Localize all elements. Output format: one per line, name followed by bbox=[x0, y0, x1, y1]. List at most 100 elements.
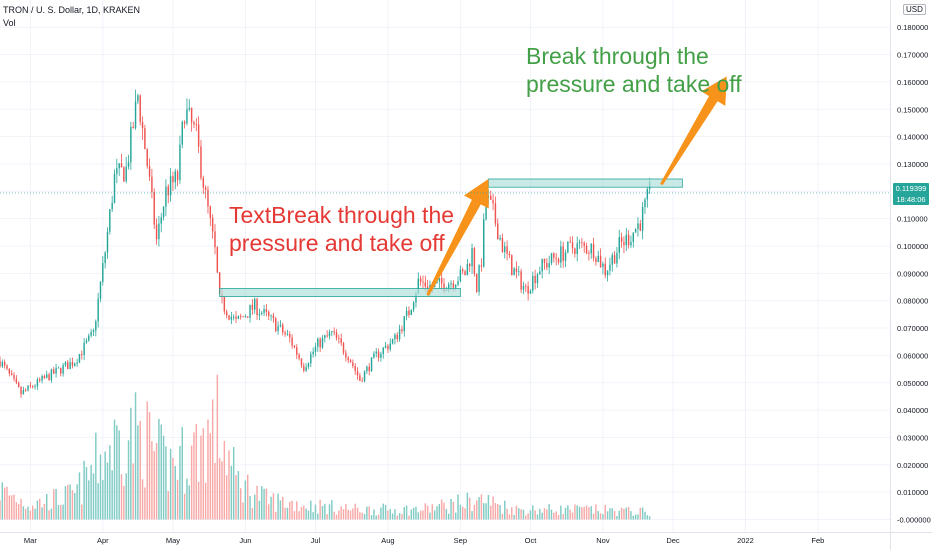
candle-body[interactable] bbox=[165, 186, 167, 207]
candle-body[interactable] bbox=[377, 351, 380, 358]
candle-body[interactable] bbox=[340, 338, 342, 344]
candle-body[interactable] bbox=[176, 171, 179, 181]
candle-body[interactable] bbox=[394, 334, 396, 340]
candle-body[interactable] bbox=[232, 316, 235, 318]
candle-body[interactable] bbox=[71, 362, 74, 366]
candle-body[interactable] bbox=[29, 385, 32, 387]
candle-body[interactable] bbox=[632, 232, 635, 242]
candle-body[interactable] bbox=[204, 187, 207, 190]
candle-body[interactable] bbox=[630, 241, 632, 246]
candle-body[interactable] bbox=[391, 339, 394, 344]
candle-body[interactable] bbox=[581, 242, 583, 243]
candle-body[interactable] bbox=[380, 353, 382, 358]
candle-body[interactable] bbox=[424, 282, 427, 287]
candle-body[interactable] bbox=[328, 332, 331, 337]
candle-body[interactable] bbox=[613, 255, 616, 264]
candle-body[interactable] bbox=[499, 237, 501, 240]
time-axis[interactable]: Mar Apr May Jun Jul Aug Sep Oct Nov Dec 2022 Feb bbox=[24, 536, 824, 545]
price-axis[interactable]: 0.180000 0.170000 0.160000 0.150000 0.140000… bbox=[897, 23, 931, 524]
candle-body[interactable] bbox=[305, 367, 307, 371]
candle-body[interactable] bbox=[104, 252, 106, 264]
candle-body[interactable] bbox=[326, 335, 328, 337]
candle-body[interactable] bbox=[527, 286, 529, 294]
candle-body[interactable] bbox=[195, 124, 198, 126]
candle-body[interactable] bbox=[109, 209, 111, 232]
candle-body[interactable] bbox=[464, 271, 466, 276]
candle-body[interactable] bbox=[454, 284, 457, 288]
candle-body[interactable] bbox=[560, 246, 562, 263]
candle-body[interactable] bbox=[298, 354, 300, 359]
candle-body[interactable] bbox=[620, 237, 623, 243]
breakout-arrows[interactable] bbox=[426, 76, 727, 296]
candle-body[interactable] bbox=[137, 95, 139, 102]
candle-body[interactable] bbox=[46, 374, 48, 378]
candle-body[interactable] bbox=[440, 277, 443, 284]
resistance-zone[interactable] bbox=[488, 178, 683, 188]
candle-body[interactable] bbox=[6, 365, 8, 369]
candle-body[interactable] bbox=[99, 281, 102, 299]
candle-body[interactable] bbox=[228, 315, 230, 320]
candle-body[interactable] bbox=[342, 343, 345, 353]
candle-body[interactable] bbox=[571, 242, 574, 249]
candle-body[interactable] bbox=[543, 258, 546, 263]
candle-body[interactable] bbox=[457, 281, 459, 285]
candle-body[interactable] bbox=[139, 95, 141, 123]
candle-body[interactable] bbox=[265, 309, 268, 312]
candle-body[interactable] bbox=[113, 173, 116, 203]
candle-body[interactable] bbox=[0, 360, 1, 367]
candle-body[interactable] bbox=[127, 162, 130, 167]
candle-body[interactable] bbox=[443, 283, 445, 291]
candle-body[interactable] bbox=[363, 371, 366, 382]
candle-body[interactable] bbox=[172, 176, 174, 183]
candle-body[interactable] bbox=[277, 326, 279, 332]
candle-body[interactable] bbox=[468, 263, 471, 267]
candle-body[interactable] bbox=[235, 316, 237, 319]
breakout-arrow[interactable] bbox=[660, 76, 727, 186]
candle-body[interactable] bbox=[417, 278, 420, 294]
candle-body[interactable] bbox=[618, 237, 620, 253]
candle-body[interactable] bbox=[347, 357, 349, 361]
candle-body[interactable] bbox=[20, 386, 22, 395]
candle-body[interactable] bbox=[69, 362, 71, 370]
candle-body[interactable] bbox=[148, 166, 151, 177]
candle-body[interactable] bbox=[387, 345, 389, 350]
candle-body[interactable] bbox=[282, 324, 284, 333]
candle-body[interactable] bbox=[408, 310, 410, 315]
resistance-zone[interactable] bbox=[219, 287, 461, 297]
candle-body[interactable] bbox=[106, 231, 109, 253]
candle-body[interactable] bbox=[646, 189, 649, 200]
candle-body[interactable] bbox=[324, 335, 326, 339]
candle-body[interactable] bbox=[188, 107, 191, 110]
candle-body[interactable] bbox=[641, 207, 644, 231]
candle-body[interactable] bbox=[485, 197, 487, 220]
candle-body[interactable] bbox=[349, 360, 352, 363]
candle-body[interactable] bbox=[307, 363, 310, 368]
candle-body[interactable] bbox=[216, 247, 219, 273]
candle-body[interactable] bbox=[389, 343, 391, 350]
candle-body[interactable] bbox=[17, 382, 20, 387]
candle-body[interactable] bbox=[116, 168, 118, 174]
candle-body[interactable] bbox=[211, 217, 214, 232]
candle-body[interactable] bbox=[494, 203, 497, 224]
candle-body[interactable] bbox=[22, 390, 25, 395]
candle-body[interactable] bbox=[286, 334, 289, 335]
candle-body[interactable] bbox=[97, 298, 99, 322]
candle-body[interactable] bbox=[382, 347, 384, 354]
candle-body[interactable] bbox=[345, 352, 347, 358]
candle-body[interactable] bbox=[244, 316, 247, 318]
candle-body[interactable] bbox=[181, 121, 184, 145]
candle-body[interactable] bbox=[452, 283, 455, 288]
candle-body[interactable] bbox=[36, 379, 39, 387]
candle-body[interactable] bbox=[102, 263, 104, 282]
candle-body[interactable] bbox=[293, 345, 296, 348]
candle-body[interactable] bbox=[401, 329, 403, 332]
candle-body[interactable] bbox=[303, 365, 305, 371]
candle-body[interactable] bbox=[555, 257, 557, 259]
candle-body[interactable] bbox=[578, 242, 581, 244]
candle-body[interactable] bbox=[90, 331, 92, 336]
candle-body[interactable] bbox=[268, 311, 270, 316]
candle-body[interactable] bbox=[34, 386, 36, 388]
candle-body[interactable] bbox=[31, 386, 34, 388]
candle-body[interactable] bbox=[520, 271, 522, 290]
candle-body[interactable] bbox=[588, 253, 590, 255]
